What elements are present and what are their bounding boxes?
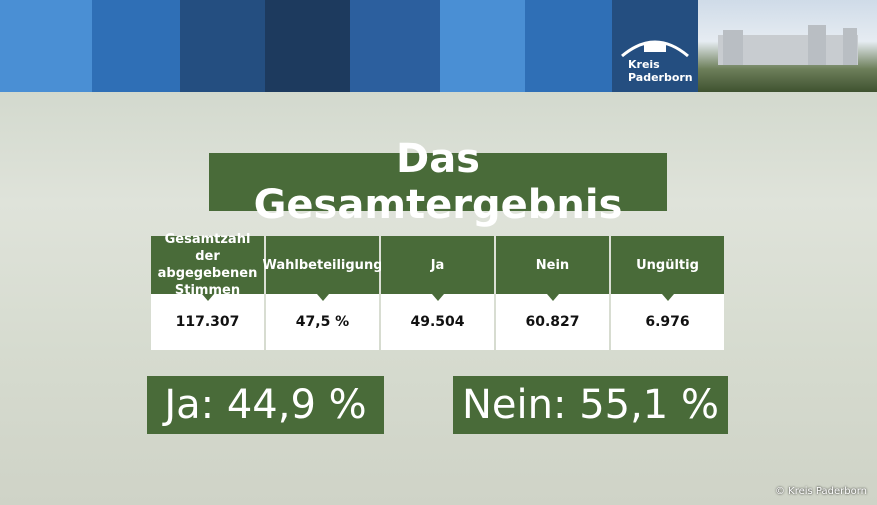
credit: © Kreis Paderborn bbox=[774, 486, 867, 497]
column-header: Ja bbox=[381, 236, 494, 294]
column-header: Ungültig bbox=[611, 236, 724, 294]
column-header: Wahlbeteiligung bbox=[263, 236, 383, 294]
cell-value: 117.307 bbox=[151, 294, 264, 350]
cell-value: 6.976 bbox=[611, 294, 724, 350]
color-block bbox=[525, 0, 612, 92]
logo-text: Kreis Paderborn bbox=[628, 58, 693, 84]
logo-block: Kreis Paderborn bbox=[612, 0, 698, 92]
cell-value: 49.504 bbox=[381, 294, 494, 350]
column-header: Gesamtzahl der abgegebenen Stimmen bbox=[151, 232, 264, 298]
color-block bbox=[350, 0, 440, 92]
column-header: Nein bbox=[496, 236, 609, 294]
color-block bbox=[0, 0, 92, 92]
cell-value: 60.827 bbox=[496, 294, 609, 350]
color-block bbox=[180, 0, 265, 92]
castle-photo bbox=[698, 0, 877, 92]
cell-value: 47,5 % bbox=[266, 294, 379, 350]
color-block bbox=[265, 0, 350, 92]
color-block bbox=[92, 0, 180, 92]
logo-icon bbox=[621, 40, 689, 58]
yes-result: Ja: 44,9 % bbox=[147, 376, 384, 434]
color-block bbox=[440, 0, 525, 92]
no-result: Nein: 55,1 % bbox=[453, 376, 728, 434]
castle bbox=[718, 25, 858, 65]
title: Das Gesamtergebnis bbox=[209, 136, 667, 228]
